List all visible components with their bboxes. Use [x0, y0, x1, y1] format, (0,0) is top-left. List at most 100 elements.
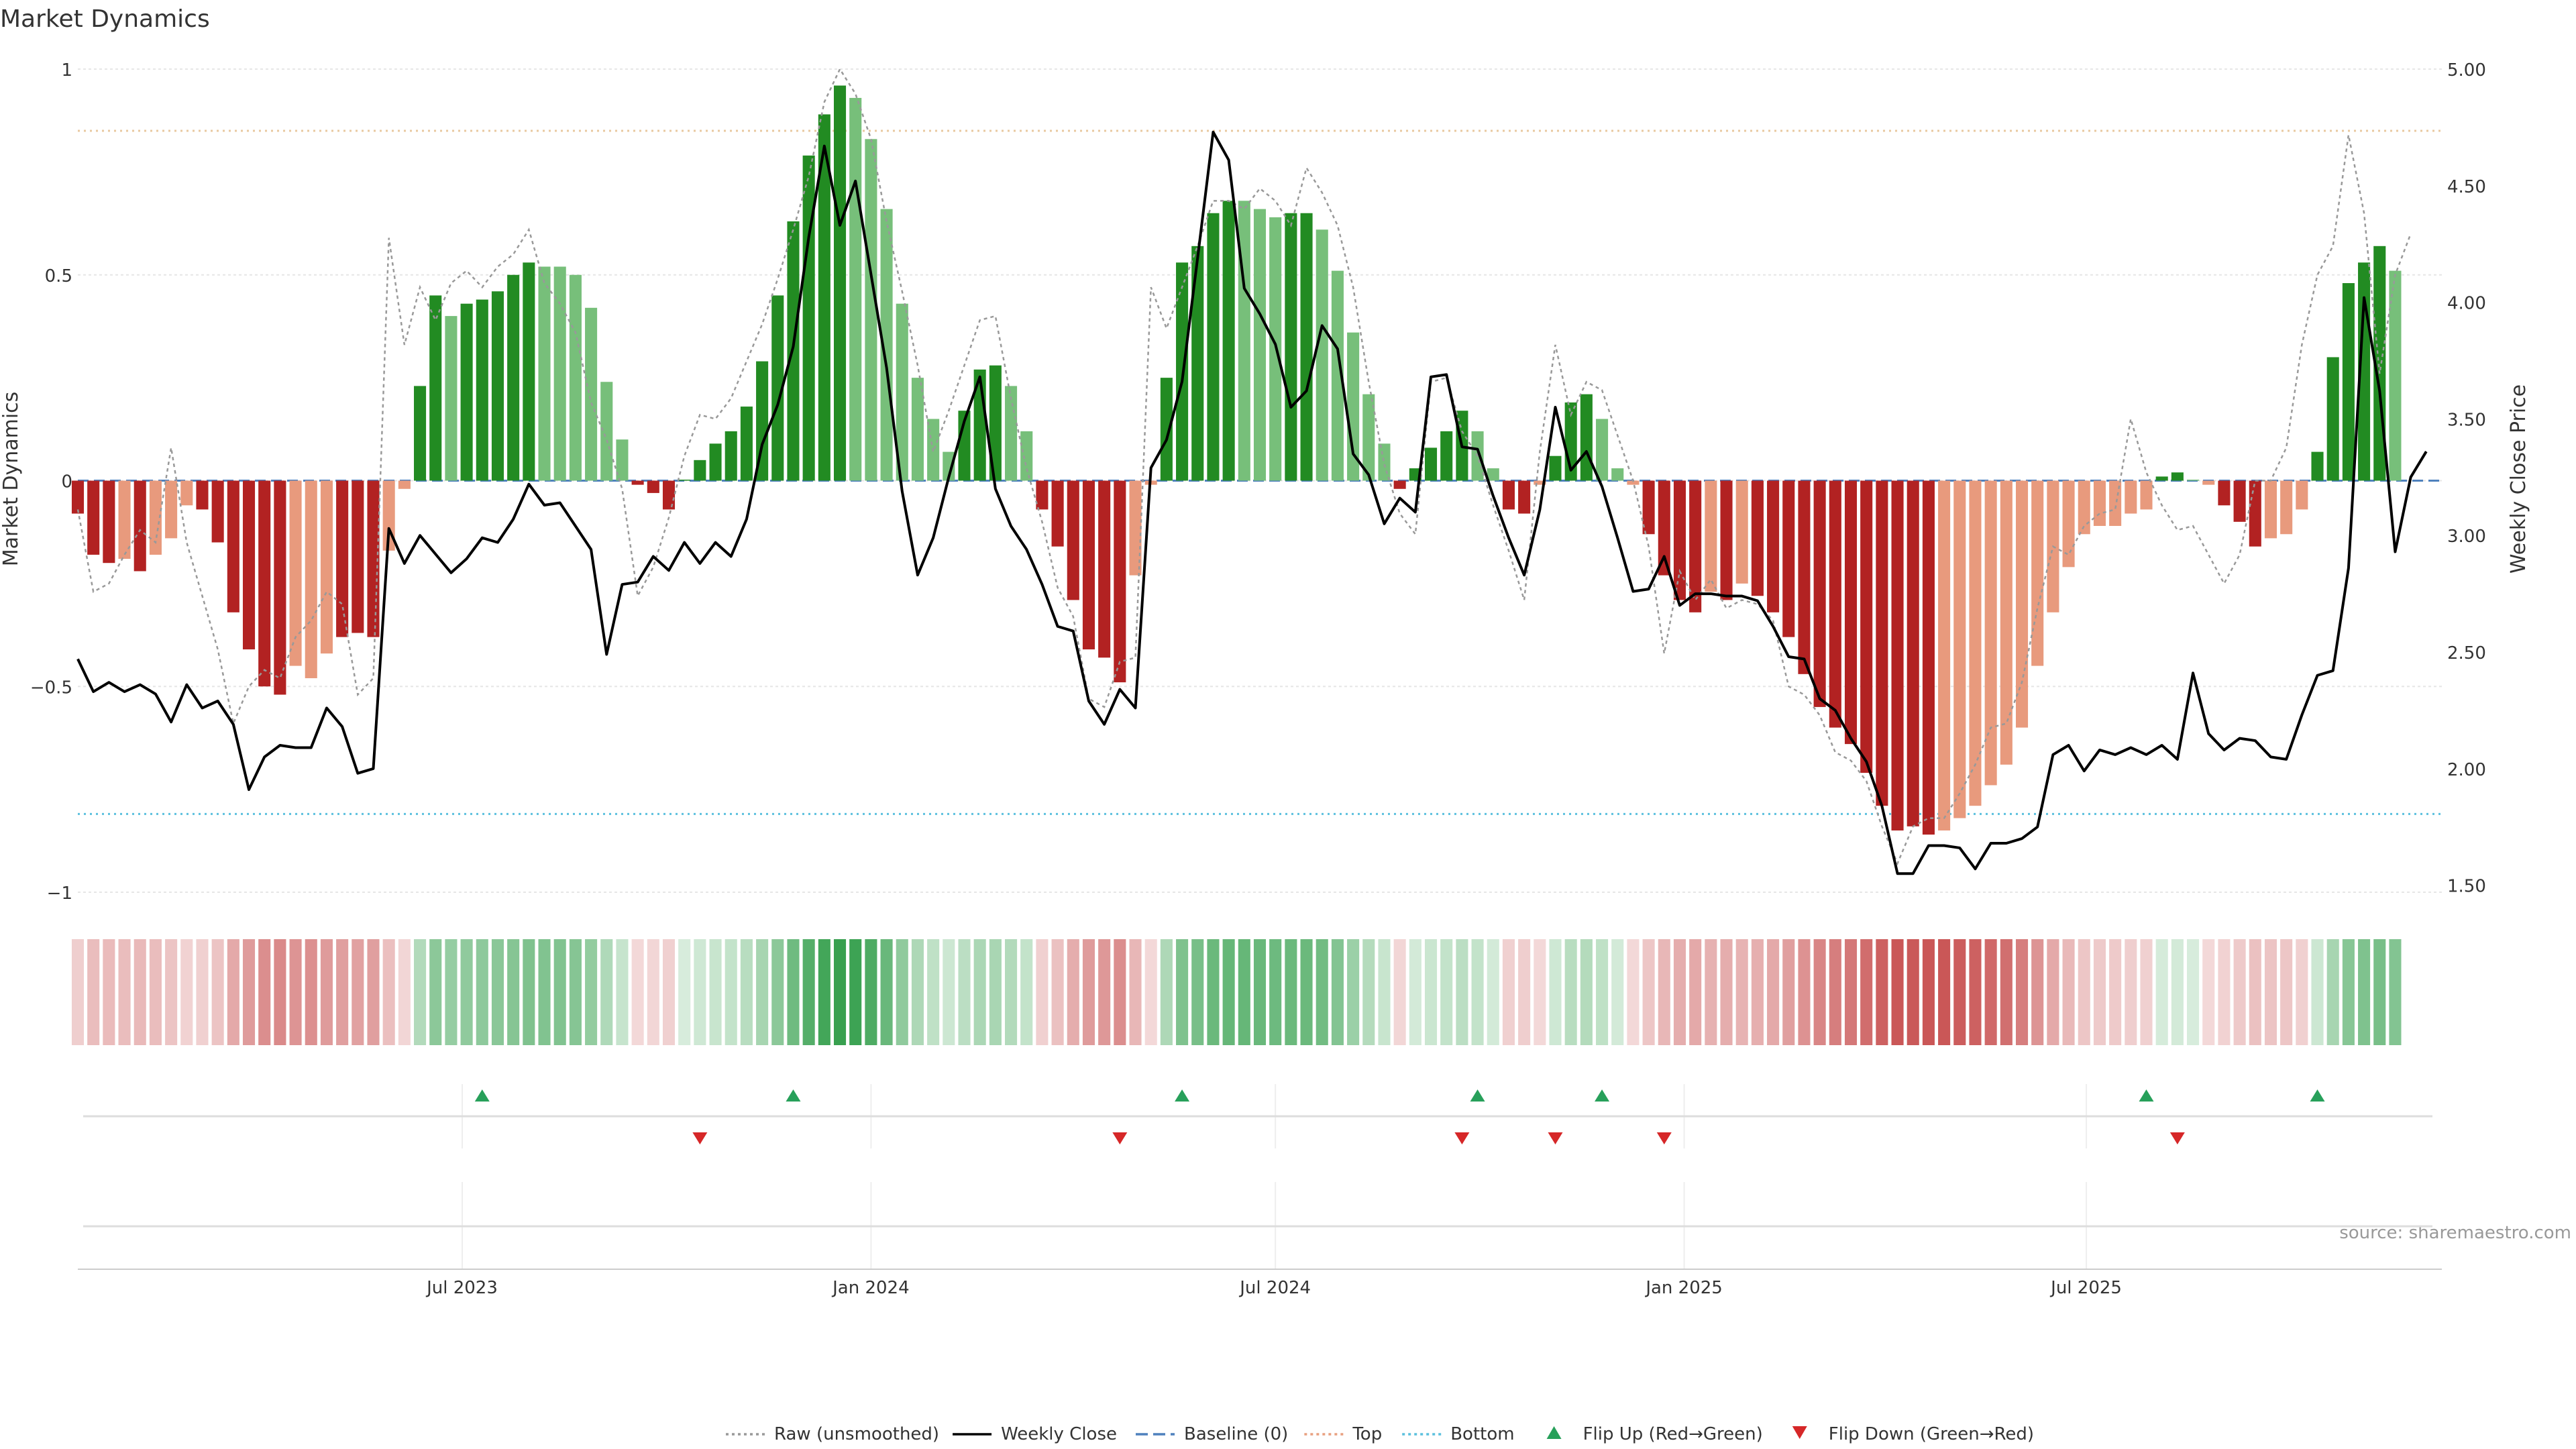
market-dynamics-bar	[352, 480, 364, 633]
heat-strip-cell	[1409, 939, 1421, 1045]
heat-strip-cell	[1627, 939, 1640, 1045]
heat-strip-cell	[802, 939, 815, 1045]
legend-label: Flip Up (Red→Green)	[1583, 1424, 1763, 1444]
heat-strip-cell	[2389, 939, 2402, 1045]
market-dynamics-bar	[896, 303, 908, 481]
legend-item: Flip Down (Green→Red)	[1792, 1424, 2034, 1444]
heat-strip-cell	[1036, 939, 1049, 1045]
market-dynamics-bar	[1502, 480, 1515, 510]
heat-strip-cell	[756, 939, 769, 1045]
x-tick-label: Jan 2024	[831, 1278, 910, 1298]
heat-strip-cell	[1907, 939, 1919, 1045]
market-dynamics-bar	[771, 295, 784, 481]
market-dynamics-bar	[802, 155, 815, 481]
legend-swatch	[1792, 1426, 1807, 1439]
heat-strip-cell	[1938, 939, 1951, 1045]
market-dynamics-bar	[87, 480, 100, 555]
heat-strip-cell	[1751, 939, 1764, 1045]
market-dynamics-bar	[1627, 480, 1640, 485]
heat-strip-cell	[414, 939, 427, 1045]
heat-strip-cell	[2202, 939, 2215, 1045]
market-dynamics-bar	[1051, 480, 1064, 547]
heat-strip-cell	[1891, 939, 1904, 1045]
market-dynamics-bar	[445, 316, 458, 481]
heat-strip-cell	[1362, 939, 1375, 1045]
heat-strip-cell	[2326, 939, 2339, 1045]
heat-strip-cell	[196, 939, 209, 1045]
heat-strip-cell	[2062, 939, 2075, 1045]
heat-strip-cell	[1876, 939, 1888, 1045]
market-dynamics-bar	[2155, 476, 2168, 481]
flip-up-marker	[1595, 1089, 1610, 1102]
heat-strip-cell	[1782, 939, 1795, 1045]
market-dynamics-bar	[1549, 455, 1562, 481]
flip-up-marker	[1470, 1089, 1485, 1102]
market-dynamics-bar	[2062, 480, 2075, 568]
market-dynamics-bar	[1518, 480, 1531, 514]
market-dynamics-bar	[2093, 480, 2106, 526]
heat-strip-cell	[943, 939, 955, 1045]
market-dynamics-bar	[1860, 480, 1873, 773]
heat-strip-cell	[1518, 939, 1531, 1045]
heat-strip-cell	[289, 939, 302, 1045]
y-tick-label: −0.5	[30, 678, 72, 698]
market-dynamics-bar	[103, 480, 115, 564]
heat-strip-cell	[1611, 939, 1624, 1045]
market-dynamics-bar	[1642, 480, 1655, 535]
flip-down-marker	[1656, 1132, 1672, 1144]
heat-strip-cell	[1580, 939, 1593, 1045]
market-dynamics-bar	[1798, 480, 1811, 674]
market-dynamics-bar	[1907, 480, 1919, 826]
heat-strip-cell	[600, 939, 613, 1045]
heat-strip-cell	[460, 939, 473, 1045]
heat-strip-cell	[1082, 939, 1095, 1045]
market-dynamics-bar	[1969, 480, 1982, 806]
heat-strip-cell	[1860, 939, 1873, 1045]
market-dynamics-bar	[1720, 480, 1733, 600]
axes: 1 0.5 0 −0.5 −1 5.00 4.50 4.00 3.50 3.00 2.50 2.00 1…	[30, 60, 2486, 1298]
heat-strip-cell	[2093, 939, 2106, 1045]
market-dynamics-bar	[1891, 480, 1904, 830]
flip-markers	[83, 1089, 2432, 1228]
market-dynamics-bar	[1067, 480, 1079, 600]
market-dynamics-bar	[2218, 480, 2231, 506]
market-dynamics-bar	[165, 480, 178, 539]
heat-strip-cell	[1098, 939, 1111, 1045]
heat-strip-cell	[1424, 939, 1438, 1045]
heat-strip-cell	[103, 939, 115, 1045]
raw-unsmoothed-line	[76, 67, 2412, 866]
market-dynamics-bar	[1705, 480, 1717, 592]
market-dynamics-bar	[818, 114, 830, 481]
heat-strip-cell	[2187, 939, 2200, 1045]
y2-tick-label: 3.00	[2447, 527, 2486, 547]
market-dynamics-bar	[258, 480, 271, 687]
heat-strip-cell	[1331, 939, 1344, 1045]
market-dynamics-bar	[1129, 480, 1142, 576]
legend-item: Top	[1304, 1424, 1382, 1444]
legend-item: Flip Up (Red→Green)	[1546, 1424, 1763, 1444]
heat-strip-cell	[865, 939, 877, 1045]
heat-strip-cell	[165, 939, 178, 1045]
market-dynamics-bar	[1735, 480, 1748, 584]
heat-strip-cell	[227, 939, 239, 1045]
market-dynamics-bar	[305, 480, 317, 678]
market-dynamics-bar	[1876, 480, 1888, 806]
market-dynamics-bar	[1362, 394, 1375, 481]
heat-strip-cell	[2109, 939, 2122, 1045]
heat-strip	[71, 939, 2402, 1045]
market-dynamics-bar	[133, 480, 146, 572]
flip-down-marker	[2169, 1132, 2185, 1144]
heat-strip-cell	[989, 939, 1002, 1045]
y2-axis-label: Weekly Close Price	[2507, 384, 2530, 574]
market-dynamics-bar	[740, 407, 753, 481]
heat-strip-cell	[958, 939, 971, 1045]
market-dynamics-bar	[320, 480, 333, 654]
heat-strip-cell	[398, 939, 411, 1045]
heat-strip-cell	[1269, 939, 1282, 1045]
heat-strip-cell	[2031, 939, 2044, 1045]
heat-strip-cell	[1144, 939, 1157, 1045]
heat-strip-cell	[2311, 939, 2324, 1045]
market-dynamics-bar	[1813, 480, 1826, 707]
heat-strip-cell	[2140, 939, 2153, 1045]
